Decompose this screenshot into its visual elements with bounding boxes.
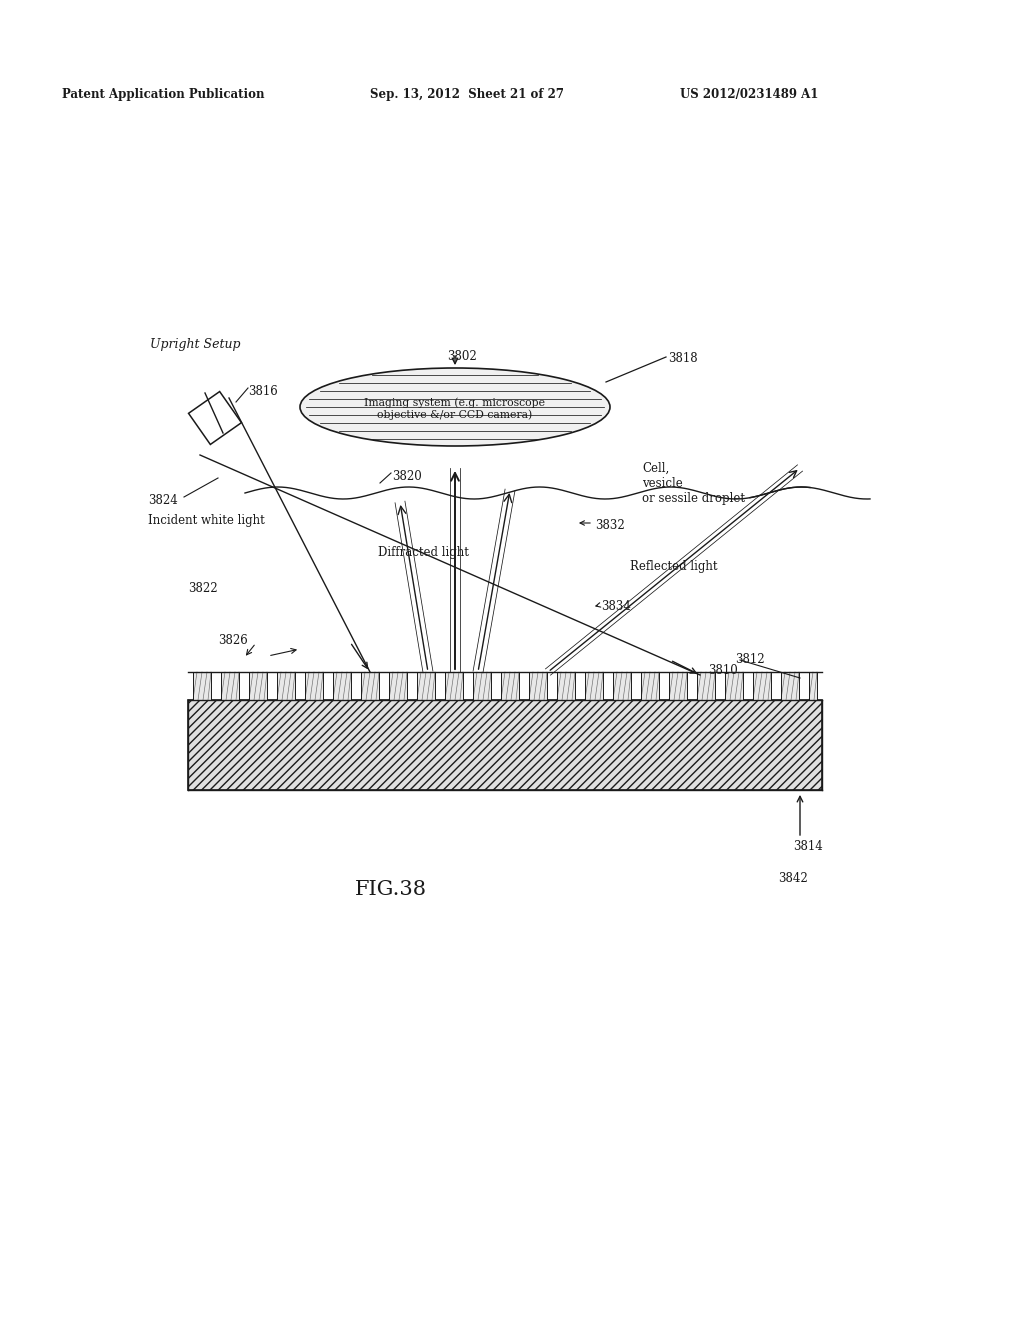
Text: 3820: 3820 (392, 470, 422, 483)
Bar (188, 700, 822, 789)
Bar (501, 672, 519, 700)
Bar (445, 672, 463, 700)
Text: 3832: 3832 (595, 519, 625, 532)
Bar (193, 672, 211, 700)
Text: Diffracted light: Diffracted light (378, 546, 469, 558)
Text: 3822: 3822 (188, 582, 218, 595)
Text: US 2012/0231489 A1: US 2012/0231489 A1 (680, 88, 818, 102)
Text: 3818: 3818 (668, 352, 697, 366)
Text: FIG.38: FIG.38 (355, 880, 427, 899)
Text: 3842: 3842 (778, 873, 808, 884)
Text: Imaging system (e.g. microscope
objective &/or CCD camera): Imaging system (e.g. microscope objectiv… (365, 397, 546, 420)
Bar (278, 672, 295, 700)
Text: 3812: 3812 (735, 653, 765, 667)
Text: Patent Application Publication: Patent Application Publication (62, 88, 264, 102)
Bar (781, 672, 799, 700)
Text: 3814: 3814 (793, 840, 822, 853)
Text: 3834: 3834 (601, 601, 631, 612)
Text: 3810: 3810 (708, 664, 737, 677)
Bar (753, 672, 771, 700)
Bar (361, 672, 379, 700)
Text: Upright Setup: Upright Setup (150, 338, 241, 351)
Text: Sep. 13, 2012  Sheet 21 of 27: Sep. 13, 2012 Sheet 21 of 27 (370, 88, 564, 102)
Bar (725, 672, 743, 700)
Text: Cell,
vesicle
or sessile droplet: Cell, vesicle or sessile droplet (642, 462, 745, 506)
Bar (305, 672, 323, 700)
Bar (809, 672, 817, 700)
Text: 3816: 3816 (248, 385, 278, 399)
Bar (473, 672, 490, 700)
Text: Reflected light: Reflected light (630, 560, 718, 573)
Bar (221, 672, 239, 700)
Bar (417, 672, 435, 700)
Bar (529, 672, 547, 700)
Bar (389, 672, 407, 700)
Bar (333, 672, 351, 700)
Bar (641, 672, 659, 700)
Bar (669, 672, 687, 700)
Ellipse shape (300, 368, 610, 446)
Bar (557, 672, 575, 700)
Text: 3824: 3824 (148, 494, 178, 507)
Text: Incident white light: Incident white light (148, 513, 265, 527)
Bar (585, 672, 603, 700)
Text: 3826: 3826 (218, 634, 248, 647)
Text: 3802: 3802 (447, 350, 477, 363)
Bar (249, 672, 267, 700)
Bar (697, 672, 715, 700)
Bar (613, 672, 631, 700)
